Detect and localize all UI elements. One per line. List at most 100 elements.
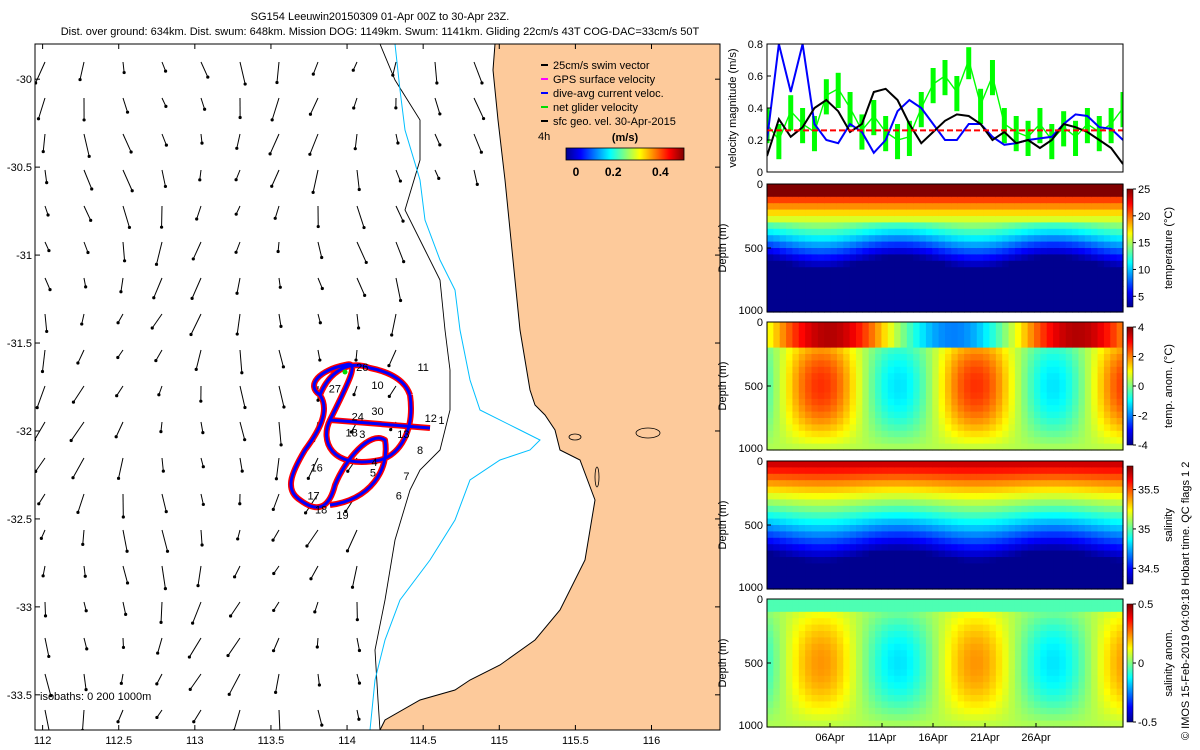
heatmap-0-cell-0-4 xyxy=(767,209,774,217)
heatmap-0-cell-37-8 xyxy=(1002,235,1010,243)
heatmap-1-cell-53-17 xyxy=(1103,430,1111,438)
heatmap-3-cell-0-3 xyxy=(767,618,774,626)
heatmap-3-cell-8-4 xyxy=(817,624,825,632)
heatmap-2-cell-52-10 xyxy=(1097,525,1105,532)
velocity-arrow-head-7 xyxy=(311,72,315,76)
heatmap-0-cell-21-18 xyxy=(900,299,908,307)
heatmap-2-cell-42-2 xyxy=(1034,473,1041,481)
heatmap-3-cell-30-4 xyxy=(957,624,965,632)
heatmap-3-cell-28-19 xyxy=(945,720,952,728)
heatmap-0-cell-37-19 xyxy=(1002,305,1010,313)
heatmap-1-cell-8-5 xyxy=(817,354,825,361)
heatmap-0-cell-17-0 xyxy=(875,184,883,191)
heatmap-2-cell-4-3 xyxy=(792,480,800,488)
heatmap-3-cell-15-1 xyxy=(862,605,870,613)
heatmap-3-cell-52-2 xyxy=(1097,611,1105,619)
heatmap-0-cell-2-2 xyxy=(779,196,787,204)
heatmap-0-cell-15-9 xyxy=(862,241,870,249)
heatmap-1-cell-52-10 xyxy=(1097,386,1105,393)
heatmap-0-cell-27-3 xyxy=(938,203,946,211)
heatmap-1-cell-13-14 xyxy=(849,411,857,419)
heatmap-1-cell-40-0 xyxy=(1021,322,1029,329)
heatmap-2-cell-45-13 xyxy=(1053,544,1061,552)
heatmap-2-cell-37-7 xyxy=(1002,505,1010,513)
heatmap-2-cell-16-1 xyxy=(868,467,876,475)
heatmap-1-cell-28-3 xyxy=(945,341,952,349)
velocity-arrow-head-110 xyxy=(114,435,118,439)
heatmap-2-cell-47-5 xyxy=(1065,493,1073,500)
heatmap-3-cell-13-7 xyxy=(849,643,857,651)
heatmap-0-cell-33-2 xyxy=(976,196,984,204)
heatmap-1-cell-47-11 xyxy=(1065,392,1073,400)
heatmap-3-cell-6-5 xyxy=(805,631,813,638)
heatmap-0-cell-21-11 xyxy=(900,254,908,262)
heatmap-1-cell-21-7 xyxy=(900,366,908,374)
heatmap-1-cell-12-4 xyxy=(843,347,851,355)
heatmap-2-cell-52-7 xyxy=(1097,505,1105,513)
heatmap-1-cell-33-8 xyxy=(976,373,984,381)
heatmap-0-cell-48-16 xyxy=(1072,286,1080,294)
heatmap-3-cell-47-0 xyxy=(1065,599,1073,606)
heatmap-1-cell-32-0 xyxy=(970,322,978,329)
heatmap-1-cell-40-17 xyxy=(1021,430,1029,438)
heatmap-3-cell-45-16 xyxy=(1053,701,1061,709)
heatmap-2-cell-33-7 xyxy=(976,505,984,513)
heatmap-2-cell-28-6 xyxy=(945,499,952,507)
heatmap-3-cell-38-5 xyxy=(1008,631,1016,638)
heatmap-0-cell-51-3 xyxy=(1091,203,1099,211)
heatmap-0-cell-46-4 xyxy=(1059,209,1067,217)
heatmap-2-cell-17-6 xyxy=(875,499,883,507)
heatmap-0-cell-2-19 xyxy=(779,305,787,313)
heatmap-2-cell-39-9 xyxy=(1014,518,1022,526)
heatmap-3-cell-0-5 xyxy=(767,631,774,638)
heatmap-3-cell-9-0 xyxy=(824,599,832,606)
heatmap-2-cell-52-13 xyxy=(1097,544,1105,552)
heatmap-2-cell-13-17 xyxy=(849,569,857,577)
heatmap-3-cell-2-18 xyxy=(779,714,787,722)
heatmap-3-cell-43-12 xyxy=(1040,675,1048,683)
heatmap-2-cell-26-13 xyxy=(932,544,940,552)
heatmap-1-cell-54-2 xyxy=(1110,334,1118,342)
heatmap-1-cell-1-8 xyxy=(773,373,781,381)
heatmap-2-cell-48-15 xyxy=(1072,557,1080,564)
heatmap-0-cell-3-16 xyxy=(786,286,794,294)
heatmap-2-cell-12-14 xyxy=(843,550,851,558)
heatmap-1-cell-54-16 xyxy=(1110,424,1118,432)
heatmap-1-cell-17-7 xyxy=(875,366,883,374)
heatmap-1-cell-45-0 xyxy=(1053,322,1061,329)
heatmap-2-cell-21-3 xyxy=(900,480,908,488)
heatmap-0-cell-54-16 xyxy=(1110,286,1118,294)
heatmap-2-cell-53-5 xyxy=(1103,493,1111,500)
heatmap-1-cell-8-18 xyxy=(817,437,825,445)
heatmap-0-cell-20-4 xyxy=(894,209,902,217)
heatmap-3-cell-19-0 xyxy=(887,599,895,606)
heatmap-3-cell-32-16 xyxy=(970,701,978,709)
heatmap-0-cell-29-2 xyxy=(951,196,959,204)
heatmap-1-cell-55-6 xyxy=(1116,360,1124,368)
heatmap-2-cell-18-4 xyxy=(881,486,889,494)
velocity-arrow-187 xyxy=(278,709,281,730)
heatmap-1-cell-38-17 xyxy=(1008,430,1016,438)
heatmap-2-cell-55-9 xyxy=(1116,518,1124,526)
heatmap-3-cell-47-3 xyxy=(1065,618,1073,626)
heatmap-1-cell-39-17 xyxy=(1014,430,1022,438)
heatmap-2-cell-26-8 xyxy=(932,512,940,520)
heatmap-1-cell-1-18 xyxy=(773,437,781,445)
heatmap-1-cell-41-11 xyxy=(1027,392,1035,400)
heatmap-2-cell-31-9 xyxy=(964,518,972,526)
velocity-arrow-head-41 xyxy=(234,178,238,182)
velocity-arrow-112 xyxy=(200,421,204,433)
heatmap-1-cell-19-19 xyxy=(887,443,895,451)
heatmap-3-cell-26-8 xyxy=(932,650,940,658)
heatmap-3-cell-1-1 xyxy=(773,605,781,613)
heatmap-0-cell-8-8 xyxy=(817,235,825,243)
heatmap-2-cell-48-11 xyxy=(1072,531,1080,539)
heatmap-3-cell-4-6 xyxy=(792,637,800,645)
heatmap-3-cell-21-0 xyxy=(900,599,908,606)
heatmap-0-cell-40-11 xyxy=(1021,254,1029,262)
heatmap-1-cell-48-9 xyxy=(1072,379,1080,387)
heatmap-1-cell-39-2 xyxy=(1014,334,1022,342)
heatmap-1-cell-18-16 xyxy=(881,424,889,432)
heatmap-2-cell-20-3 xyxy=(894,480,902,488)
heatmap-1-cell-13-19 xyxy=(849,443,857,451)
